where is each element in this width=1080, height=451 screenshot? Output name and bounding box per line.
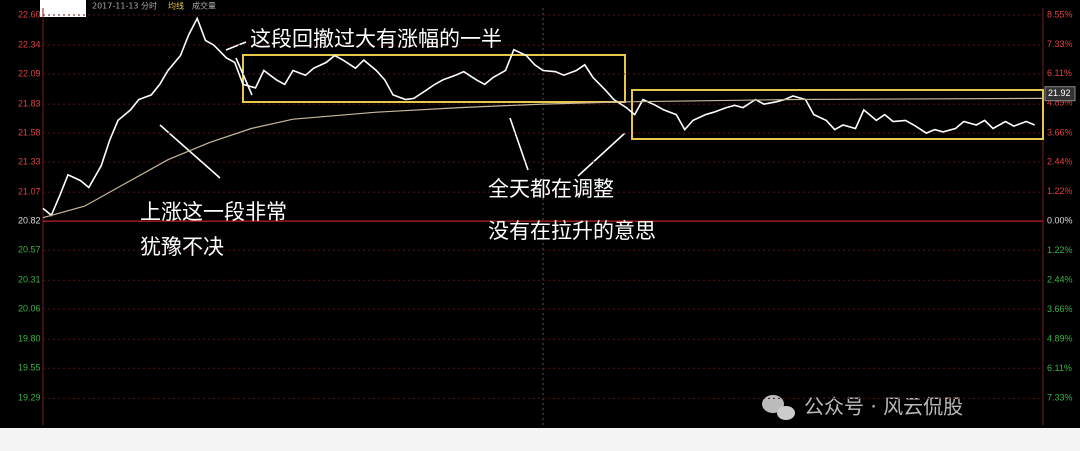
bottom-strip xyxy=(0,428,1080,451)
y2-tick-label: 1.22% xyxy=(1047,186,1073,196)
y2-tick-label: 1.22% xyxy=(1047,245,1073,255)
highlight-box xyxy=(631,89,1044,140)
annotation: 全天都在调整 xyxy=(488,177,614,201)
price-tag: 21.92 xyxy=(1048,88,1071,98)
y-tick-label: 21.83 xyxy=(18,99,41,109)
annotation: 上涨这一段非常 xyxy=(140,200,287,224)
y-tick-label: 19.55 xyxy=(18,363,41,373)
header-avg: 均线 xyxy=(168,1,184,11)
arrow xyxy=(235,57,253,96)
y2-tick-label: 3.66% xyxy=(1047,304,1073,314)
y-tick-label: 19.80 xyxy=(18,334,41,344)
y-tick-label: 21.58 xyxy=(18,127,41,137)
wechat-icon xyxy=(762,395,784,413)
plot-background xyxy=(0,0,1080,428)
arrow xyxy=(159,124,221,179)
y-tick-label: 20.06 xyxy=(18,304,41,314)
header-volume: 成交量 xyxy=(192,1,216,11)
y2-tick-label: 3.66% xyxy=(1047,127,1073,137)
arrow xyxy=(509,117,529,171)
y-tick-label: 22.09 xyxy=(18,68,41,78)
price-tag-box xyxy=(1044,86,1076,102)
annotation: 这段回撤过大有涨幅的一半 xyxy=(250,27,502,51)
annotation: 犹豫不决 xyxy=(140,235,224,259)
cover xyxy=(40,0,86,17)
y-tick-label: 22.60 xyxy=(18,9,41,19)
y2-tick-label: 0.00% xyxy=(1047,216,1073,226)
y2-tick-label: 8.55% xyxy=(1047,9,1073,19)
y2-tick-label: 4.89% xyxy=(1047,334,1073,344)
y2-tick-label: 2.44% xyxy=(1047,274,1073,284)
annotation: 没有在拉升的意思 xyxy=(488,219,656,243)
arrows xyxy=(159,41,626,179)
wechat-icon xyxy=(777,406,795,420)
y-tick-label: 19.29 xyxy=(18,393,41,403)
y-tick-label: 22.34 xyxy=(18,39,41,49)
y2-tick-label: 6.11% xyxy=(1047,68,1072,78)
y2-tick-label: 4.89% xyxy=(1047,98,1073,108)
y2-tick-label: 7.33% xyxy=(1047,39,1073,49)
y-tick-label: 20.82 xyxy=(18,216,41,226)
arrow xyxy=(577,132,626,177)
y-tick-label: 21.33 xyxy=(18,156,41,166)
average-line xyxy=(42,97,1044,219)
y2-tick-label: 6.11% xyxy=(1047,363,1072,373)
y2-tick-label: 2.44% xyxy=(1047,157,1073,167)
arrow xyxy=(225,41,247,51)
y-tick-label: 20.31 xyxy=(18,275,41,285)
price-line xyxy=(42,16,1036,217)
highlight-box xyxy=(242,54,626,103)
y2-tick-label: 7.33% xyxy=(1047,392,1073,402)
header-date: 2017-11-13 分时 xyxy=(92,1,157,11)
y-tick-label: 21.07 xyxy=(18,187,41,197)
y-tick-label: 20.57 xyxy=(18,244,41,254)
